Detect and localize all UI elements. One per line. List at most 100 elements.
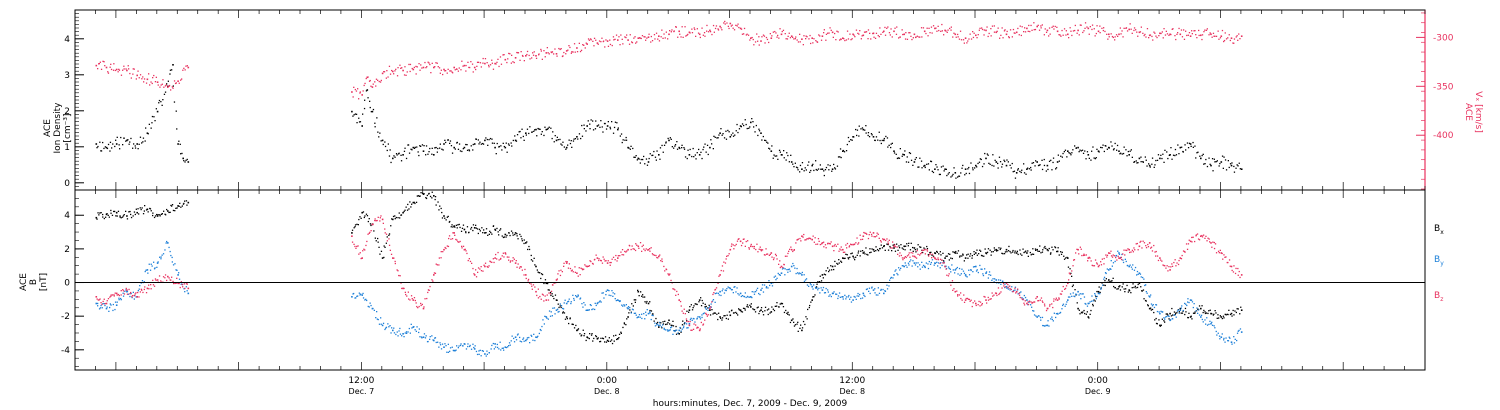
- bz-series-point: [1132, 251, 1134, 253]
- vx-series-point: [383, 71, 385, 73]
- ion-density-series-point: [1222, 167, 1224, 169]
- bx-series-point: [966, 254, 968, 256]
- ion-density-series-point: [1001, 163, 1004, 165]
- bz-series-point: [800, 240, 802, 242]
- ion-density-series-point: [151, 115, 154, 118]
- bx-series-point: [380, 250, 383, 252]
- bz-series-point: [588, 265, 591, 267]
- bx-series-point: [1074, 289, 1076, 291]
- bx-series-point: [1234, 310, 1236, 312]
- vx-series-point: [1071, 34, 1073, 37]
- bz-series-point: [960, 297, 962, 300]
- bz-series-point: [981, 304, 983, 306]
- by-series-point: [1020, 291, 1022, 293]
- by-series-point: [369, 302, 371, 304]
- bz-series-point: [414, 299, 416, 302]
- ion-density-series-point: [758, 130, 761, 132]
- vx-series-point: [981, 27, 983, 29]
- by-series-point: [786, 269, 788, 271]
- by-series-point: [975, 265, 977, 268]
- bz-series-point: [942, 262, 944, 264]
- vx-series-point: [497, 58, 499, 60]
- bx-series-point: [739, 309, 742, 311]
- vx-series-point: [709, 31, 712, 33]
- bz-series-point: [815, 243, 817, 245]
- bz-series-point: [878, 237, 880, 239]
- bz-series-point: [679, 300, 682, 303]
- by-series-point: [406, 332, 408, 334]
- vx-series-point: [859, 30, 861, 32]
- ion-density-series-point: [749, 126, 751, 128]
- bz-series-point: [367, 233, 369, 235]
- bx-series-point: [1235, 311, 1237, 314]
- bz-series-point: [859, 234, 861, 236]
- by-series-point: [434, 337, 436, 339]
- vx-series-point: [1059, 34, 1061, 36]
- bz-series-point: [424, 298, 426, 300]
- by-series-point: [429, 338, 431, 340]
- ion-density-series-point: [851, 139, 853, 141]
- bx-series-point: [1217, 314, 1219, 316]
- by-series-point: [635, 314, 637, 316]
- by-series-point: [646, 309, 648, 311]
- bx-series-point: [805, 316, 807, 318]
- ion-density-series-point: [875, 136, 878, 138]
- ion-density-series-point: [173, 101, 176, 103]
- bx-series-point: [552, 295, 554, 297]
- bz-series-point: [1161, 260, 1163, 262]
- by-series-point: [160, 258, 162, 260]
- by-series-point: [1103, 276, 1106, 278]
- by-series-point: [829, 294, 831, 296]
- bx-series-point: [682, 320, 684, 322]
- bz-series-point: [142, 291, 144, 294]
- vx-series-point: [943, 34, 945, 36]
- bx-series-point: [1015, 252, 1018, 254]
- by-series-point: [148, 263, 150, 265]
- vx-series-point: [981, 28, 984, 31]
- by-series-point: [753, 291, 755, 293]
- by-series-point: [771, 285, 774, 287]
- vx-series-point: [987, 35, 989, 38]
- bz-series-point: [801, 235, 803, 237]
- by-series-point: [367, 305, 369, 308]
- ion-density-series-point: [130, 137, 132, 140]
- bx-series-point: [914, 249, 916, 251]
- bz-series-point: [873, 236, 875, 238]
- bx-series-point: [810, 301, 812, 303]
- bz-series-point: [684, 313, 686, 315]
- bz-series-point: [122, 289, 124, 291]
- vx-series-point: [1179, 33, 1182, 36]
- ion-density-series-point: [1215, 161, 1217, 163]
- ion-density-series-point: [526, 128, 529, 130]
- ion-density-series-point: [552, 131, 554, 133]
- bx-series-point: [629, 309, 631, 311]
- bz-series-point: [887, 243, 889, 245]
- by-series-point: [966, 276, 968, 278]
- bx-series-point: [1070, 272, 1072, 274]
- ion-density-series-point: [1031, 162, 1033, 164]
- by-series-point: [1227, 340, 1230, 342]
- vx-series-point: [491, 59, 493, 61]
- ion-density-series-point: [1062, 152, 1064, 155]
- bx-series-point: [875, 246, 877, 248]
- vx-series-point: [541, 58, 543, 60]
- vx-series-point: [132, 73, 134, 75]
- ion-density-series-point: [1052, 161, 1054, 164]
- bz-series-point: [438, 264, 440, 266]
- ion-density-series-point: [581, 124, 583, 127]
- bz-series-point: [693, 323, 695, 325]
- bx-series-point: [463, 228, 466, 231]
- bx-series-point: [1167, 314, 1169, 316]
- bx-series-point: [581, 334, 583, 336]
- by-series-point: [936, 261, 938, 263]
- ion-density-series-point: [743, 124, 745, 127]
- ion-density-series-point: [880, 142, 882, 145]
- ion-density-series-point: [783, 150, 785, 152]
- by-series-point: [520, 341, 523, 343]
- bx-series-point: [357, 224, 359, 226]
- by-series-point: [794, 267, 796, 269]
- by-series-point: [552, 307, 554, 309]
- vx-series-point: [921, 36, 923, 38]
- vx-series-point: [1014, 32, 1016, 34]
